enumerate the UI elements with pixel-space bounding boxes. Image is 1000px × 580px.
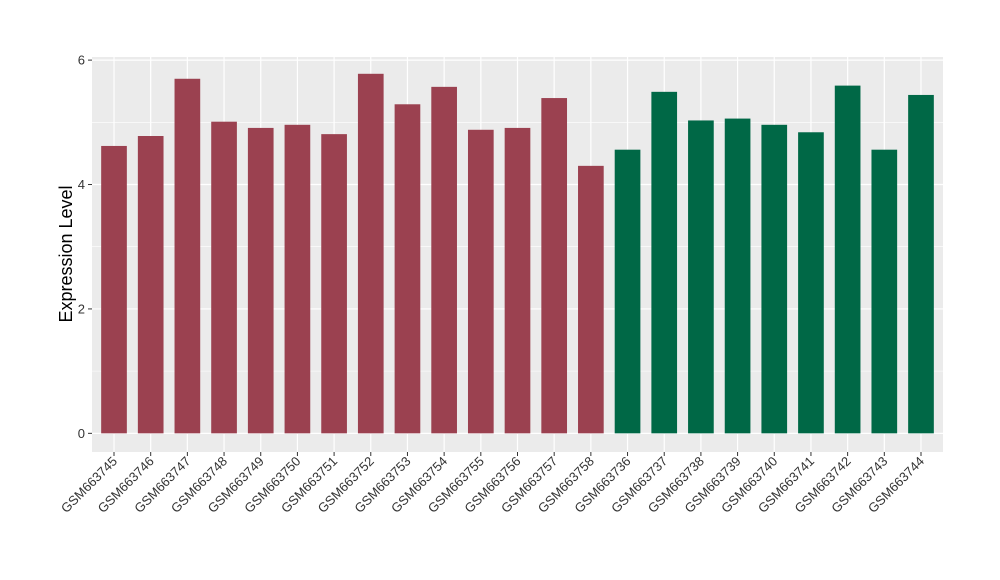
bar-GSM663752 — [357, 73, 384, 434]
bar-GSM663739 — [724, 118, 751, 434]
y-axis-title: Expression Level — [56, 185, 76, 322]
bar-GSM663744 — [908, 94, 934, 434]
y-axis: 0 2 4 6 — [78, 53, 92, 441]
y-tick-label: 6 — [78, 53, 85, 68]
bar-GSM663750 — [284, 124, 311, 434]
bar-GSM663756 — [504, 127, 531, 434]
bar-GSM663742 — [834, 85, 861, 434]
y-tick-label: 4 — [78, 177, 85, 192]
bar-GSM663745 — [101, 145, 127, 434]
bar-GSM663758 — [578, 165, 604, 434]
bar-GSM663749 — [247, 127, 274, 434]
x-axis: GSM663745GSM663746GSM663747GSM663748GSM6… — [58, 452, 927, 516]
bar-GSM663740 — [761, 124, 788, 434]
bar-GSM663754 — [431, 86, 457, 434]
y-tick-label: 0 — [78, 426, 85, 441]
bar-GSM663741 — [798, 132, 824, 434]
y-tick-label: 2 — [78, 301, 85, 316]
bar-GSM663746 — [137, 136, 164, 434]
bars — [101, 73, 934, 434]
bar-GSM663757 — [541, 98, 568, 434]
bar-GSM663736 — [614, 149, 641, 434]
bar-GSM663751 — [321, 134, 347, 434]
bar-GSM663738 — [688, 120, 714, 434]
bar-GSM663748 — [211, 121, 237, 434]
bar-GSM663755 — [467, 129, 494, 434]
bar-GSM663753 — [394, 104, 421, 434]
bar-GSM663747 — [174, 78, 201, 434]
bar-GSM663743 — [871, 149, 898, 434]
bar-GSM663737 — [651, 91, 678, 434]
